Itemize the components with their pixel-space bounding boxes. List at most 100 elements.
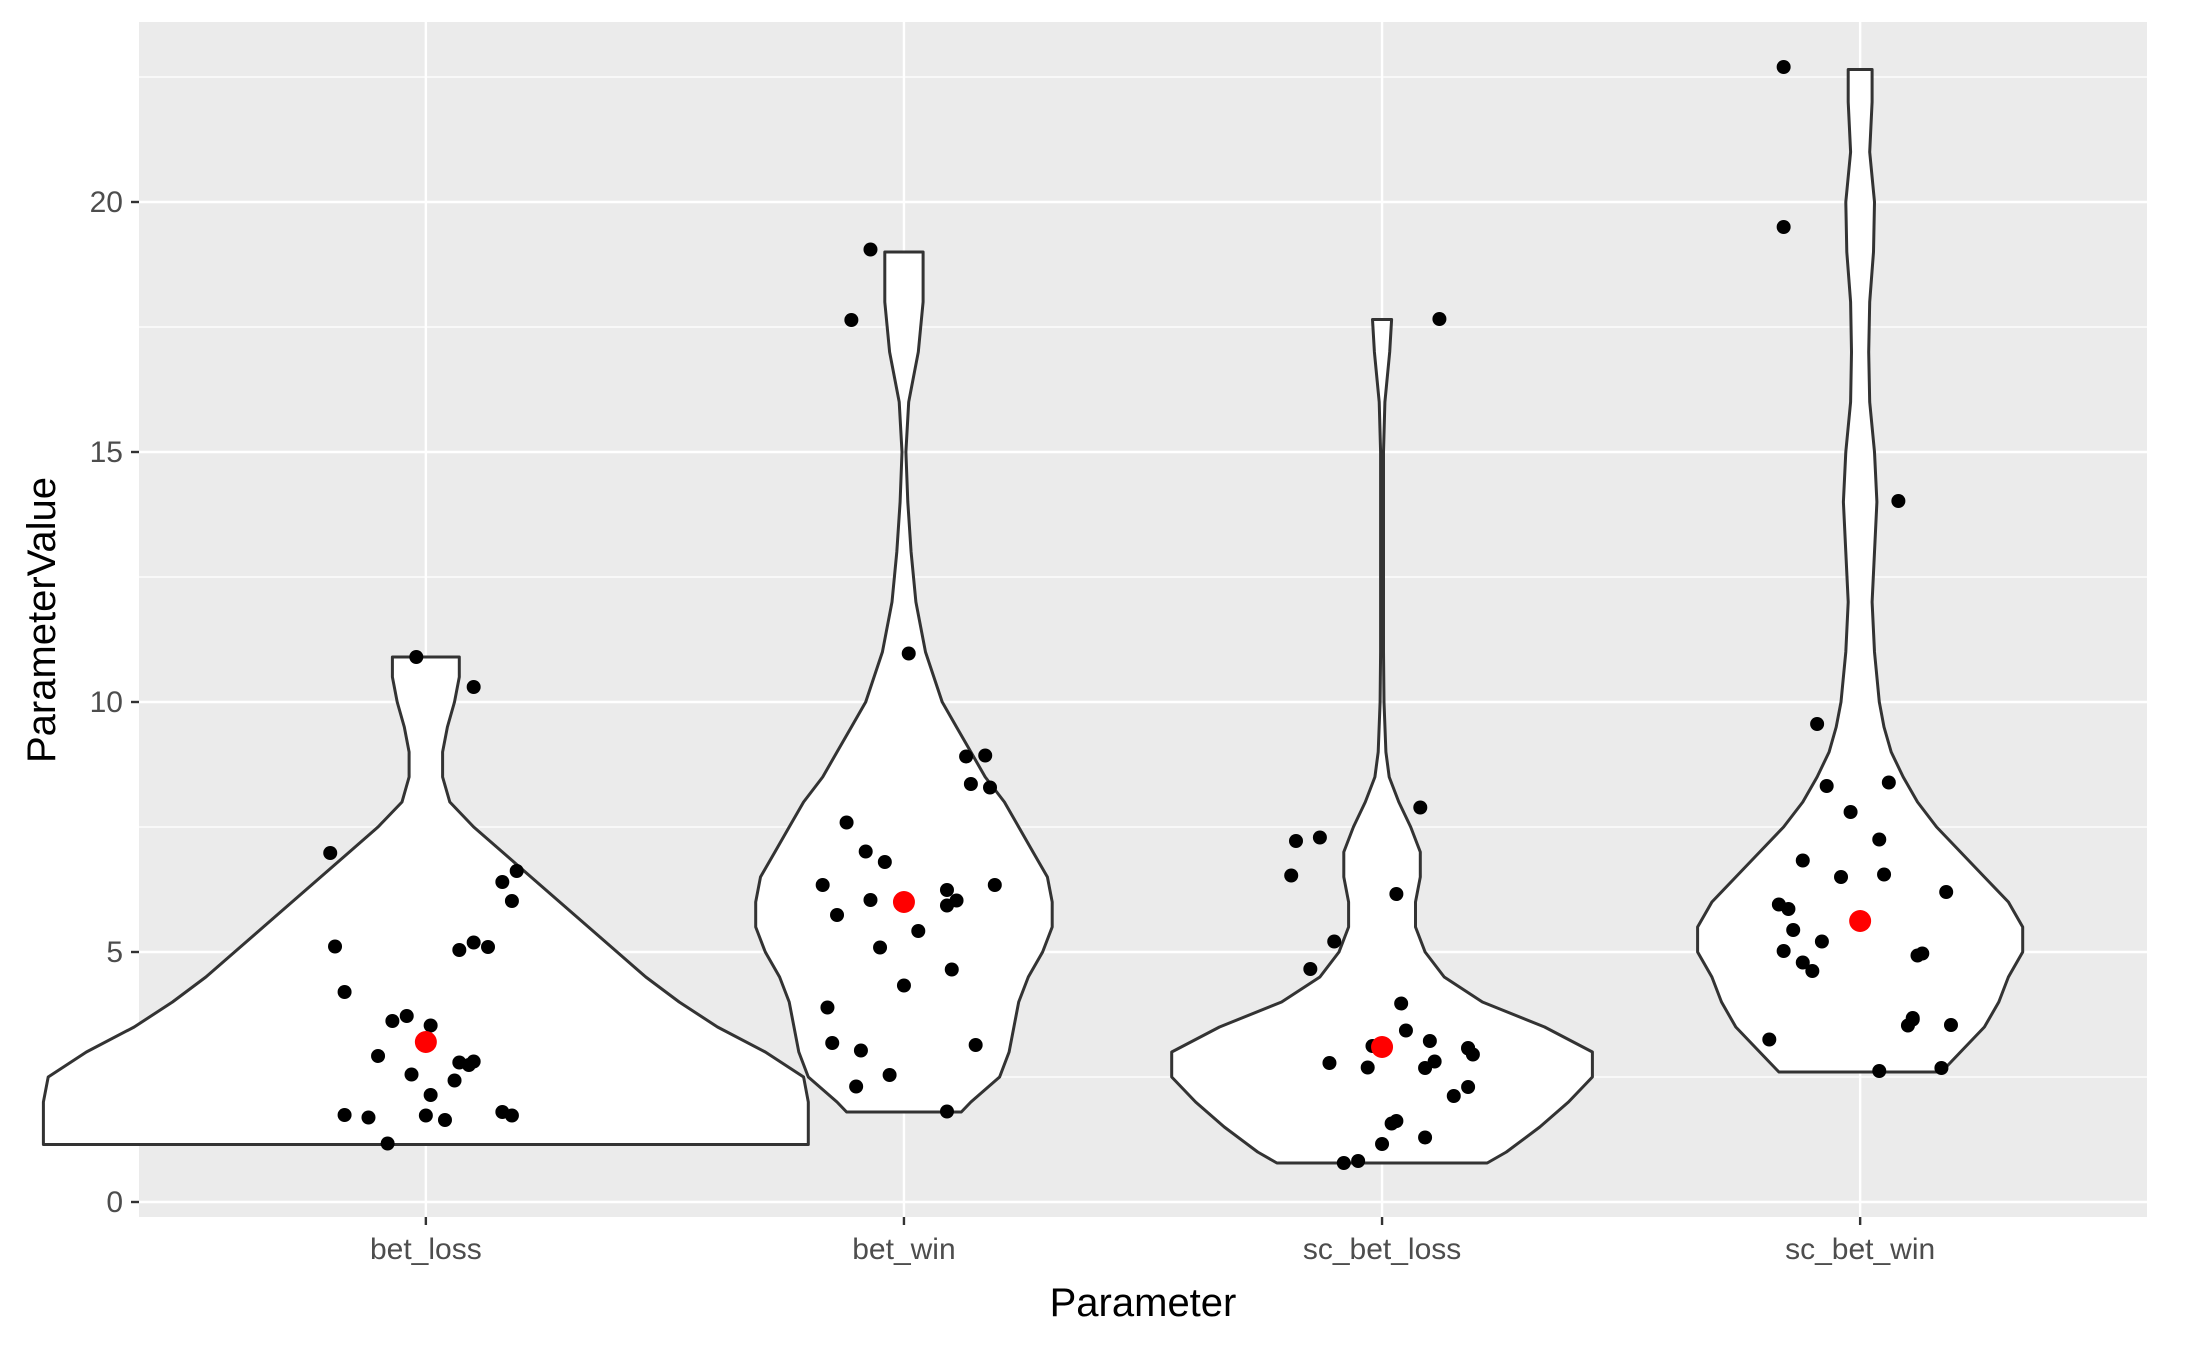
violin-bet_win: [754, 250, 1054, 1114]
data-point: [385, 1014, 400, 1028]
data-point: [1427, 1054, 1442, 1069]
data-point: [820, 1000, 835, 1015]
data-point: [1819, 779, 1834, 793]
data-point: [380, 1136, 395, 1151]
data-point: [1398, 1023, 1413, 1038]
data-point: [1360, 1060, 1375, 1075]
data-point: [830, 908, 845, 922]
data-point: [877, 855, 892, 869]
violin-bet_loss: [41, 655, 810, 1146]
data-point: [1413, 800, 1428, 815]
data-point: [409, 650, 424, 664]
data-point: [1375, 1137, 1390, 1151]
data-point: [1303, 962, 1318, 976]
data-point: [1446, 1089, 1461, 1103]
mean-point-sc_bet_win: [1849, 910, 1872, 932]
data-point: [1881, 775, 1896, 790]
data-point: [901, 646, 916, 661]
data-point: [1776, 944, 1791, 958]
data-point: [853, 1043, 868, 1058]
data-point: [963, 777, 978, 791]
data-point: [1814, 934, 1829, 949]
data-point: [849, 1079, 864, 1094]
data-point: [815, 878, 830, 892]
data-point: [896, 978, 911, 993]
data-point: [983, 780, 998, 795]
data-point: [466, 935, 481, 950]
x-axis-title: Parameter: [1050, 1281, 1237, 1325]
data-point: [399, 1009, 414, 1023]
data-point: [337, 985, 352, 999]
mean-point-bet_win: [892, 891, 915, 913]
x-tick-label: bet_win: [852, 1233, 955, 1266]
data-point: [1322, 1056, 1337, 1070]
data-point: [466, 680, 481, 694]
data-point: [1915, 946, 1930, 961]
data-point: [1872, 1064, 1887, 1078]
data-point: [1288, 834, 1303, 848]
data-point: [1389, 1114, 1404, 1128]
y-tick-label: 10: [90, 686, 123, 719]
data-point: [1762, 1032, 1777, 1047]
data-point: [1939, 885, 1954, 899]
data-point: [1905, 1011, 1920, 1025]
violin-sc_bet_loss: [1170, 318, 1594, 1165]
data-point: [1943, 1018, 1958, 1032]
violin-sc_bet_win: [1696, 68, 2025, 1074]
x-tick-label: sc_bet_win: [1785, 1233, 1935, 1266]
y-tick-label: 20: [90, 186, 123, 219]
data-point: [437, 1113, 452, 1127]
data-point: [328, 939, 343, 954]
data-point: [1872, 832, 1887, 847]
data-point: [1327, 934, 1342, 949]
data-point: [495, 875, 510, 889]
y-tick-label: 5: [106, 936, 123, 969]
data-point: [844, 313, 859, 327]
data-point: [1795, 955, 1810, 970]
data-point: [863, 893, 878, 907]
mean-points-layer: [414, 891, 1872, 1058]
data-point: [1422, 1034, 1437, 1048]
data-point: [1810, 717, 1825, 731]
violins-layer: [41, 68, 2025, 1165]
data-point: [873, 940, 888, 955]
data-point: [959, 749, 974, 764]
data-point: [423, 1088, 438, 1102]
data-point: [418, 1108, 433, 1123]
data-point: [504, 1108, 519, 1123]
data-point: [1336, 1156, 1351, 1170]
data-point: [968, 1038, 983, 1052]
data-point: [825, 1036, 840, 1050]
data-point: [839, 815, 854, 830]
data-point: [939, 1104, 954, 1119]
data-point: [1877, 867, 1892, 882]
data-point: [337, 1108, 352, 1122]
data-point: [1805, 964, 1820, 978]
data-point: [1461, 1080, 1476, 1094]
data-point: [1795, 853, 1810, 868]
data-point: [1786, 923, 1801, 937]
data-point: [1418, 1130, 1433, 1145]
data-point: [1776, 60, 1791, 74]
data-point: [1465, 1047, 1480, 1062]
data-point: [361, 1110, 376, 1125]
data-point: [863, 242, 878, 257]
data-point: [978, 748, 993, 763]
data-point: [1843, 805, 1858, 819]
data-point: [911, 924, 926, 938]
data-point: [504, 894, 519, 908]
data-point: [987, 878, 1002, 892]
y-tick-label: 15: [90, 436, 123, 469]
data-point: [452, 943, 467, 957]
data-point: [1394, 996, 1409, 1011]
y-axis-title: ParameterValue: [20, 477, 64, 763]
x-tick-label: bet_loss: [370, 1233, 482, 1266]
data-point: [1934, 1061, 1949, 1075]
data-point: [1781, 902, 1796, 916]
data-point: [323, 846, 338, 860]
data-point: [1389, 887, 1404, 901]
data-point: [371, 1049, 386, 1063]
data-point: [882, 1068, 897, 1082]
points-layer: [323, 60, 1958, 1170]
data-point: [509, 864, 524, 878]
